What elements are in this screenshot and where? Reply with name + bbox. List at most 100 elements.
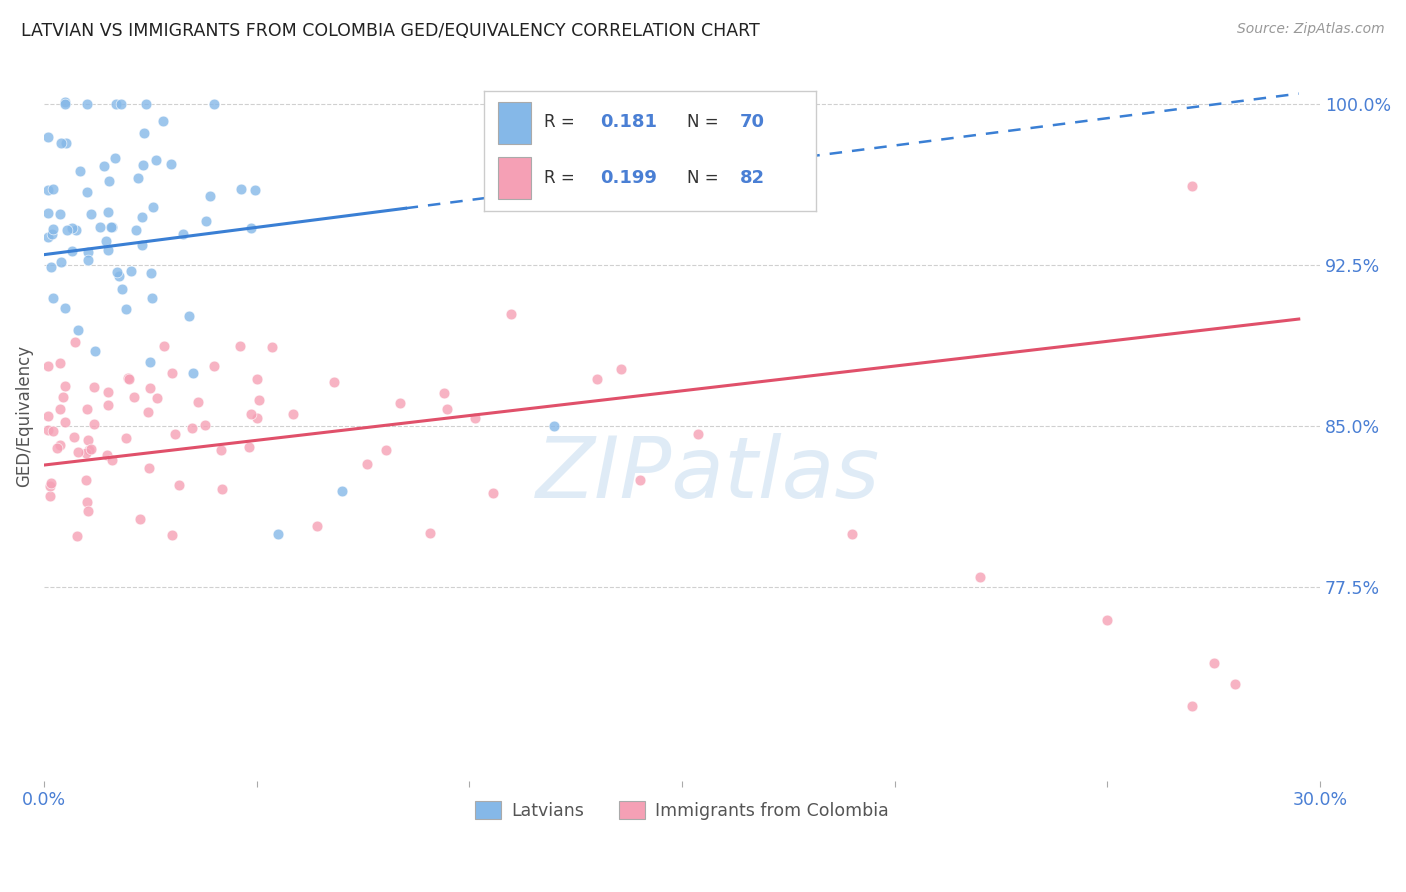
Point [76, 434, 98, 448]
Point [543, 419, 565, 434]
Point [211, 482, 233, 496]
Point [97, 384, 120, 399]
Point [281, 408, 304, 422]
Point [37, 423, 59, 437]
Point [139, 381, 162, 395]
Point [105, 265, 128, 279]
Point [76, 97, 98, 112]
Point [131, 210, 153, 224]
Point [101, 220, 124, 235]
Point [464, 410, 486, 425]
Point [202, 359, 225, 374]
Point [433, 385, 456, 400]
Point [181, 420, 204, 434]
Point [160, 157, 183, 171]
Point [77, 244, 100, 259]
Point [53, 301, 76, 316]
Point [141, 266, 163, 280]
Point [37, 230, 59, 244]
Point [194, 417, 217, 432]
Text: ZIPatlas: ZIPatlas [536, 433, 880, 516]
Point [240, 408, 263, 422]
Point [195, 214, 218, 228]
Point [77, 443, 100, 458]
Point [389, 396, 412, 410]
Point [110, 97, 132, 112]
Point [209, 443, 232, 458]
Point [1202, 656, 1225, 670]
Point [98, 173, 121, 187]
Point [45, 441, 67, 455]
Point [160, 527, 183, 541]
Point [60, 244, 83, 258]
Point [136, 404, 159, 418]
Point [49, 438, 72, 452]
Point [118, 372, 141, 386]
Point [202, 97, 225, 112]
Point [104, 151, 127, 165]
Point [115, 431, 138, 445]
Point [107, 268, 129, 283]
Point [131, 237, 153, 252]
Point [42, 222, 65, 236]
Point [628, 473, 651, 487]
Point [37, 205, 59, 219]
Point [132, 158, 155, 172]
Point [83, 379, 105, 393]
Point [187, 394, 209, 409]
Point [145, 153, 167, 168]
Point [1223, 677, 1246, 691]
Point [93, 159, 115, 173]
Point [101, 453, 124, 467]
Point [245, 183, 267, 197]
Point [1181, 178, 1204, 193]
Point [79, 442, 101, 456]
Point [152, 114, 174, 128]
Point [128, 512, 150, 526]
Point [60, 221, 83, 235]
Point [37, 183, 59, 197]
Point [501, 307, 523, 321]
Point [124, 390, 146, 404]
Point [39, 475, 62, 490]
Point [52, 390, 75, 404]
Point [37, 409, 59, 423]
Point [374, 443, 396, 458]
Point [163, 426, 186, 441]
Point [586, 372, 609, 386]
Point [246, 410, 269, 425]
Point [63, 430, 86, 444]
Point [111, 282, 134, 296]
Point [96, 448, 118, 462]
Point [172, 227, 194, 241]
Point [65, 223, 87, 237]
Point [69, 164, 91, 178]
Point [96, 234, 118, 248]
Point [53, 379, 76, 393]
Point [307, 519, 329, 533]
Point [1181, 698, 1204, 713]
Point [436, 402, 458, 417]
Point [75, 446, 97, 460]
Point [127, 170, 149, 185]
Point [38, 479, 60, 493]
Point [141, 291, 163, 305]
Point [323, 376, 346, 390]
Point [229, 339, 252, 353]
Point [56, 223, 79, 237]
Point [135, 97, 157, 112]
Point [49, 401, 72, 416]
Text: LATVIAN VS IMMIGRANTS FROM COLOMBIA GED/EQUIVALENCY CORRELATION CHART: LATVIAN VS IMMIGRANTS FROM COLOMBIA GED/… [21, 22, 759, 40]
Point [67, 445, 90, 459]
Point [53, 97, 76, 112]
Point [38, 489, 60, 503]
Point [260, 340, 283, 354]
Point [53, 415, 76, 429]
Point [97, 398, 120, 412]
Text: Source: ZipAtlas.com: Source: ZipAtlas.com [1237, 22, 1385, 37]
Y-axis label: GED/Equivalency: GED/Equivalency [15, 344, 32, 487]
Point [100, 220, 122, 235]
Point [39, 260, 62, 275]
Point [246, 372, 269, 386]
Point [53, 95, 76, 110]
